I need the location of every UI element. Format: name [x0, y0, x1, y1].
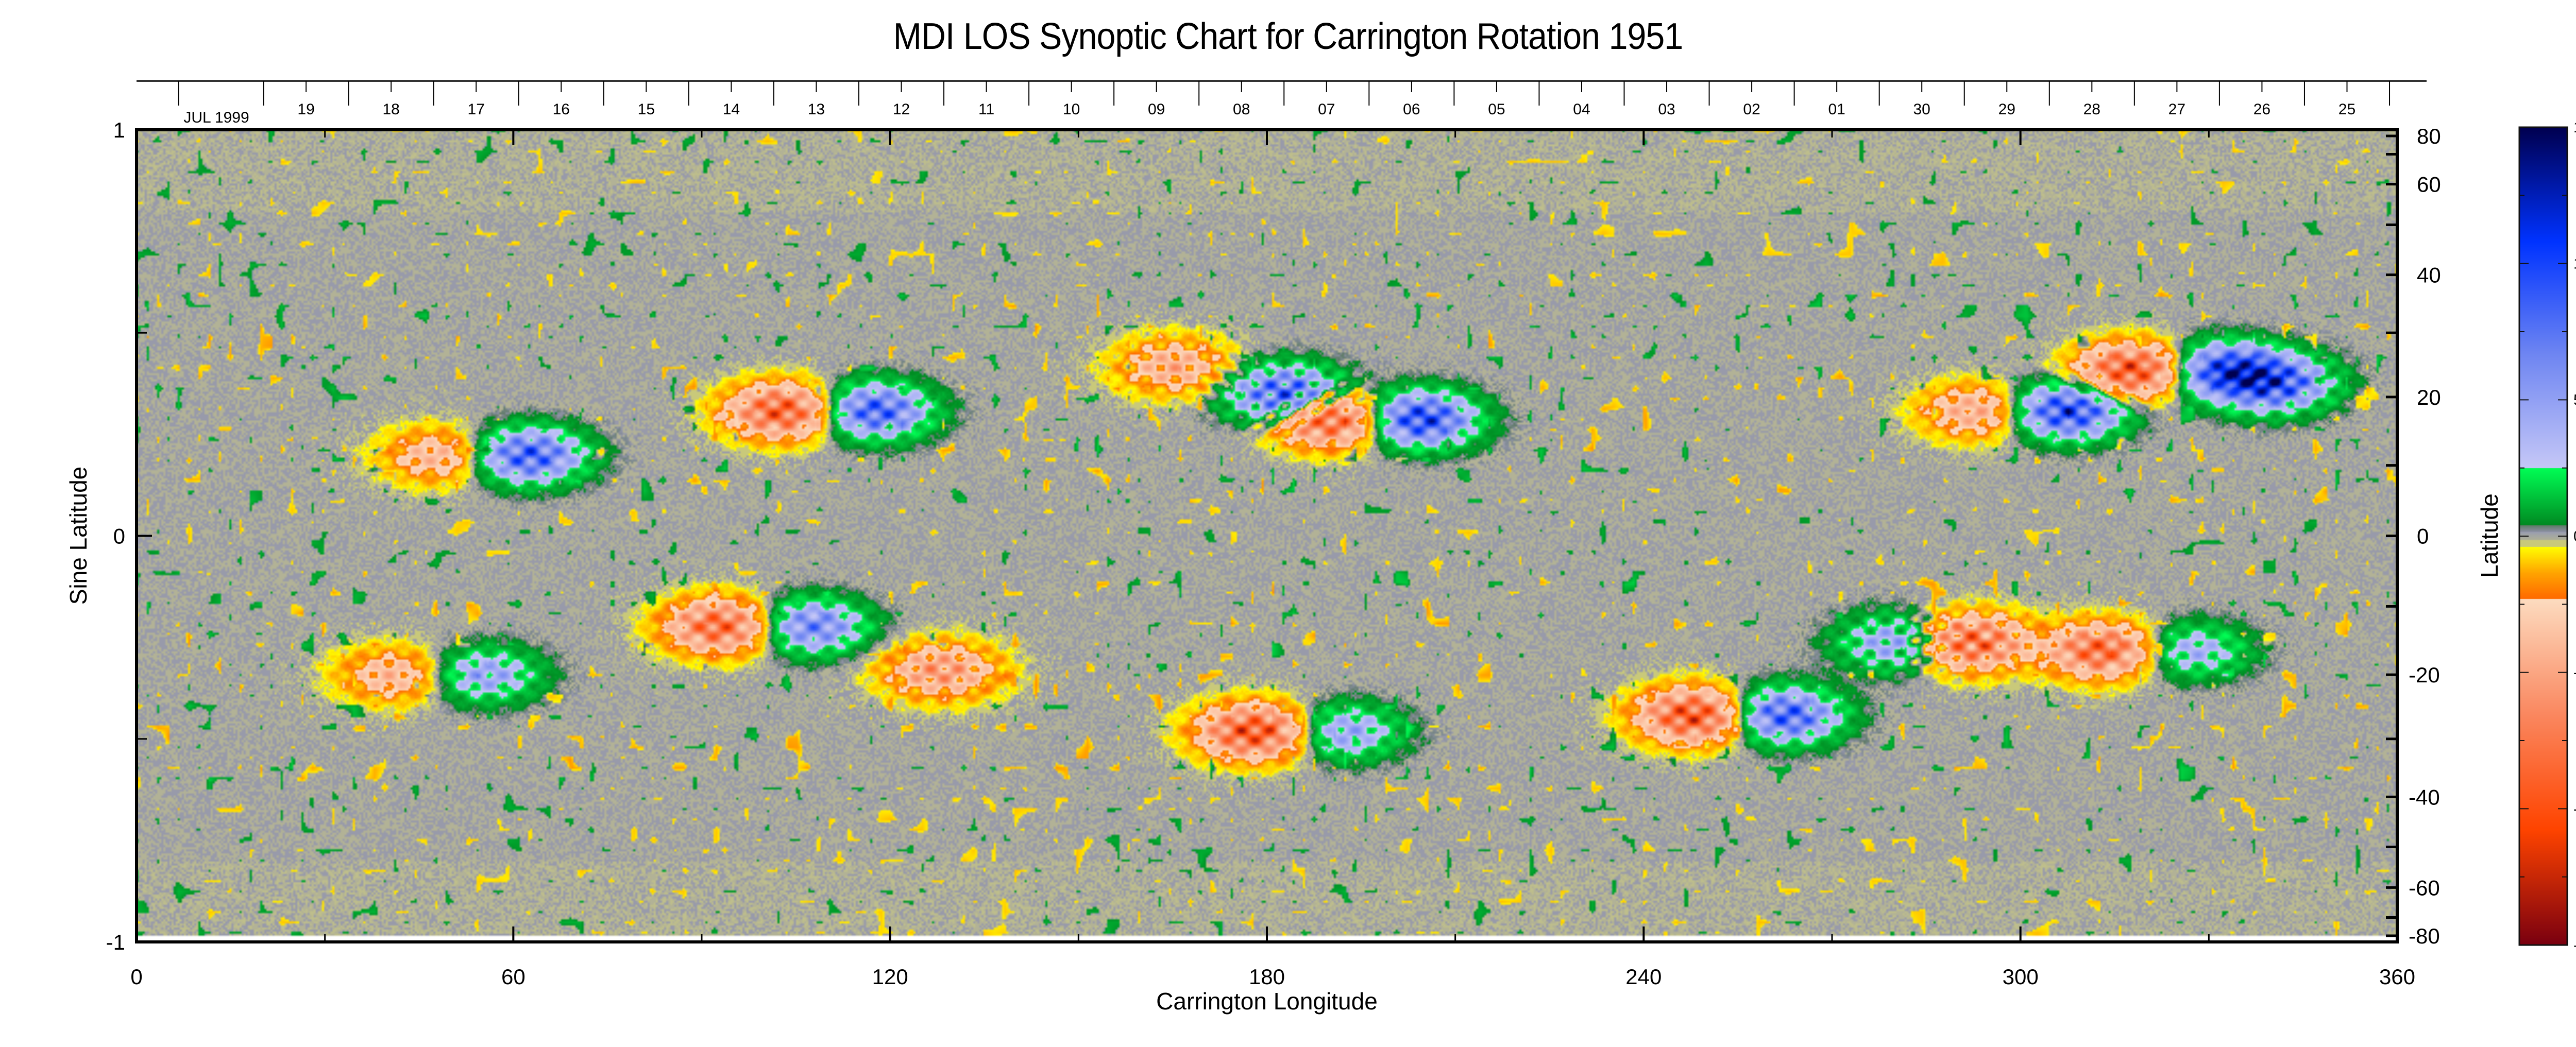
y-axis-title-left: Sine Latitude — [65, 467, 92, 605]
plot-border — [135, 128, 2399, 943]
y-tick-label-left: 0 — [113, 524, 125, 548]
date-label: 17 — [468, 101, 485, 118]
date-axis: 19 18 17 16 15 14 13 12 11 10 09 08 07 06 05 04 03 02 01 30… — [137, 80, 2427, 118]
x-tick-label: 240 — [1625, 965, 1662, 989]
date-label: 03 — [1658, 101, 1675, 118]
y-axis-left: 1 0 -1 — [106, 118, 152, 954]
date-label: 09 — [1148, 101, 1165, 118]
date-label: 07 — [1318, 101, 1335, 118]
date-axis-month-label: JUL 1999 — [183, 109, 249, 126]
y-tick-label-right: 60 — [2417, 173, 2441, 197]
colorbar-tick-label: -1000 — [2573, 800, 2576, 817]
date-label: 25 — [2338, 101, 2355, 118]
date-label: 12 — [893, 101, 910, 118]
date-label: 28 — [2083, 101, 2100, 118]
active-region-point — [2271, 381, 2272, 382]
active-region-markers — [437, 365, 2272, 731]
active-region-point — [2177, 369, 2178, 370]
date-label: 06 — [1403, 101, 1420, 118]
date-label: 05 — [1488, 101, 1505, 118]
active-region-point — [1737, 714, 1738, 715]
date-label: 01 — [1828, 101, 1845, 118]
date-label: 26 — [2253, 101, 2270, 118]
date-label: 11 — [978, 101, 994, 118]
x-axis: 0 60 120 180 240 300 360 — [130, 130, 2415, 989]
y-tick-label-right: -20 — [2409, 663, 2440, 687]
magnetogram-heatmap — [137, 130, 2397, 942]
y-tick-label-right: -60 — [2409, 876, 2440, 900]
date-label: 08 — [1233, 101, 1250, 118]
x-tick-label: 60 — [501, 965, 526, 989]
date-label: 27 — [2168, 101, 2185, 118]
active-region-point — [2145, 649, 2146, 650]
date-label: 15 — [638, 101, 655, 118]
active-region-point — [1970, 641, 1971, 642]
x-tick-label: 0 — [130, 965, 142, 989]
colorbar-tick-label: -1500 — [2573, 937, 2576, 954]
x-axis-title: Carrington Longitude — [1156, 988, 1378, 1015]
active-region-point — [481, 454, 482, 455]
y-tick-label-right: 80 — [2417, 124, 2441, 148]
x-tick-label: 360 — [2379, 965, 2415, 989]
x-tick-label: 120 — [872, 965, 908, 989]
colorbar-axis: 1500 1000 500 0 -500 -1000 -1500 — [2518, 119, 2576, 954]
active-region-point — [940, 670, 941, 671]
x-tick-label: 180 — [1249, 965, 1285, 989]
date-label: 04 — [1573, 101, 1590, 118]
date-label: 02 — [1743, 101, 1760, 118]
active-region-point — [1298, 730, 1299, 731]
active-region-point — [437, 674, 438, 675]
date-label: 29 — [1998, 101, 2015, 118]
date-label: 19 — [297, 101, 314, 118]
y-tick-label-right: -80 — [2409, 924, 2440, 948]
y-tick-label-right: 20 — [2417, 385, 2441, 409]
y-tick-label-right: 40 — [2417, 263, 2441, 287]
date-label: 30 — [1913, 101, 1930, 118]
y-tick-label-left: -1 — [106, 930, 125, 954]
date-label: 10 — [1063, 101, 1080, 118]
plot-frame — [135, 128, 2399, 943]
active-region-point — [1894, 641, 1895, 642]
chart-title: MDI LOS Synoptic Chart for Carrington Ro… — [893, 16, 1683, 57]
colorbar-tick-label: 1500 — [2573, 119, 2576, 136]
active-region-point — [1285, 393, 1286, 394]
date-label: 18 — [382, 101, 399, 118]
date-label: 14 — [723, 101, 740, 118]
date-label: 16 — [553, 101, 570, 118]
y-axis-title-right: Latitude — [2476, 493, 2503, 578]
active-region-point — [764, 625, 765, 626]
y-tick-label-right: 0 — [2417, 524, 2429, 548]
y-axis-right: 80 60 40 20 0 -20 -40 -60 -80 — [2386, 124, 2441, 948]
x-tick-label: 300 — [2003, 965, 2039, 989]
active-region-point — [1373, 418, 1374, 419]
y-tick-label-right: -40 — [2409, 785, 2440, 809]
date-label: 13 — [808, 101, 825, 118]
colorbar-tick-label: -500 — [2573, 664, 2576, 681]
active-region-point — [827, 409, 828, 410]
active-region-point — [1172, 365, 1173, 366]
colorbar-tick-label: 500 — [2573, 391, 2576, 408]
y-tick-label-left: 1 — [113, 118, 125, 142]
colorbar-tick-label: 0 — [2573, 528, 2576, 545]
colorbar-tick-label: 1000 — [2573, 255, 2576, 272]
active-region-point — [2020, 409, 2021, 410]
